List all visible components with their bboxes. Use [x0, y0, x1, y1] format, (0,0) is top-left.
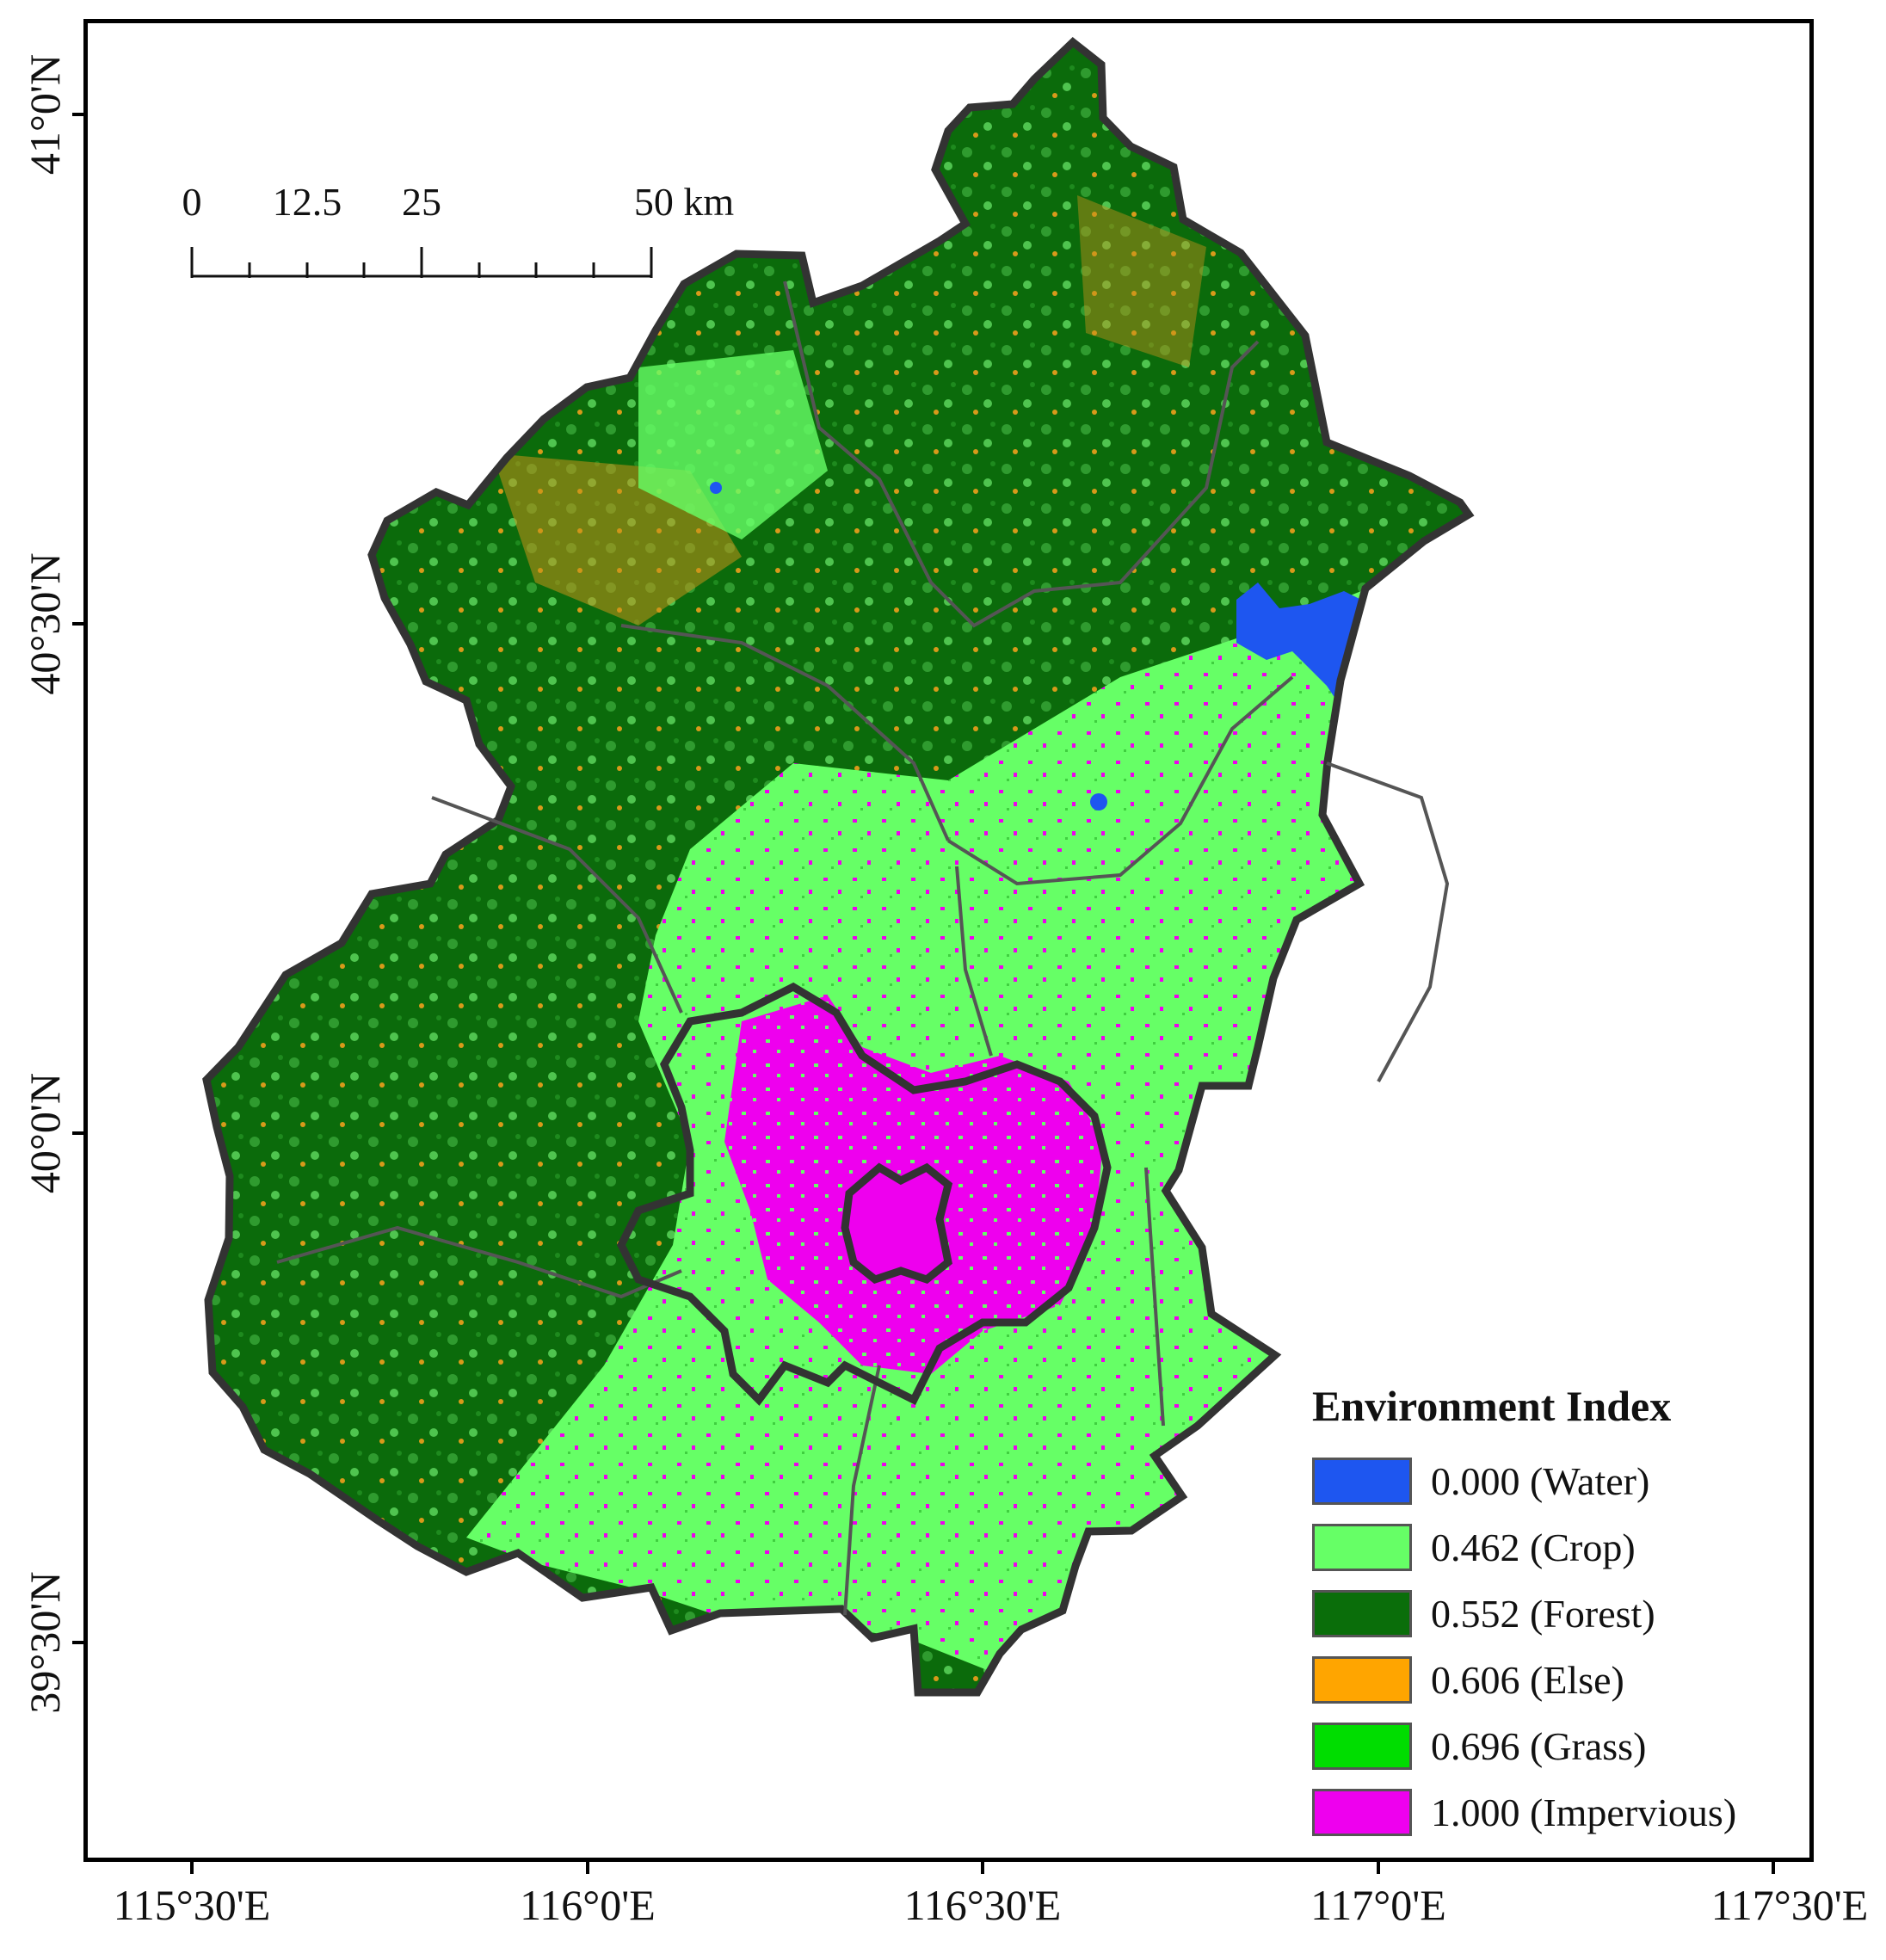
y-tick — [72, 1131, 84, 1135]
scale-label-25: 25 — [402, 180, 441, 224]
x-tick — [1377, 1862, 1380, 1874]
legend-item-water: 0.000 (Water) — [1312, 1448, 1736, 1514]
legend-swatch — [1312, 1524, 1412, 1571]
legend-label: 0.696 (Grass) — [1431, 1724, 1647, 1768]
scale-label-0: 0 — [182, 180, 202, 224]
legend-swatch — [1312, 1656, 1412, 1704]
legend-label: 0.606 (Else) — [1431, 1658, 1624, 1702]
y-tick — [72, 1641, 84, 1644]
legend: Environment Index 0.000 (Water) 0.462 (C… — [1312, 1381, 1736, 1846]
legend-swatch — [1312, 1789, 1412, 1836]
legend-label: 0.462 (Crop) — [1431, 1525, 1636, 1569]
legend-item-grass: 0.696 (Grass) — [1312, 1713, 1736, 1779]
y-axis-label: 40°30'N — [21, 552, 69, 695]
legend-label: 1.000 (Impervious) — [1431, 1791, 1737, 1834]
x-axis-label: 117°0'E — [1310, 1881, 1446, 1929]
y-axis-label: 41°0'N — [21, 53, 69, 176]
x-axis-label: 116°30'E — [903, 1881, 1062, 1929]
legend-swatch — [1312, 1723, 1412, 1770]
scale-bar — [190, 247, 653, 278]
map-canvas — [190, 37, 1475, 1697]
core-districts-boundary — [841, 1162, 953, 1285]
x-tick — [586, 1862, 589, 1874]
legend-swatch — [1312, 1458, 1412, 1505]
legend-item-forest: 0.552 (Forest) — [1312, 1581, 1736, 1647]
x-axis-label: 117°30'E — [1710, 1881, 1869, 1929]
y-axis-label: 40°0'N — [21, 1072, 69, 1194]
legend-item-else: 0.606 (Else) — [1312, 1647, 1736, 1713]
legend-title: Environment Index — [1312, 1382, 1672, 1430]
legend-label: 0.552 (Forest) — [1431, 1592, 1655, 1636]
x-tick — [190, 1862, 194, 1874]
legend-swatch — [1312, 1590, 1412, 1637]
district-boundaries — [276, 280, 1450, 1616]
central-districts-boundary — [616, 982, 1112, 1406]
x-tick — [981, 1862, 984, 1874]
x-tick — [1772, 1862, 1775, 1874]
y-axis-label: 39°30'N — [21, 1571, 69, 1714]
y-tick — [72, 622, 84, 626]
x-axis-label: 115°30'E — [113, 1881, 271, 1929]
scale-label-12-5: 12.5 — [272, 180, 342, 224]
legend-item-crop: 0.462 (Crop) — [1312, 1514, 1736, 1581]
legend-item-impervious: 1.000 (Impervious) — [1312, 1779, 1736, 1846]
scale-label-50km: 50 km — [633, 180, 735, 224]
y-tick — [72, 113, 84, 116]
legend-label: 0.000 (Water) — [1431, 1459, 1650, 1503]
map-frame — [83, 19, 1814, 1862]
x-axis-label: 116°0'E — [520, 1881, 656, 1929]
city-boundary — [202, 37, 1475, 1697]
